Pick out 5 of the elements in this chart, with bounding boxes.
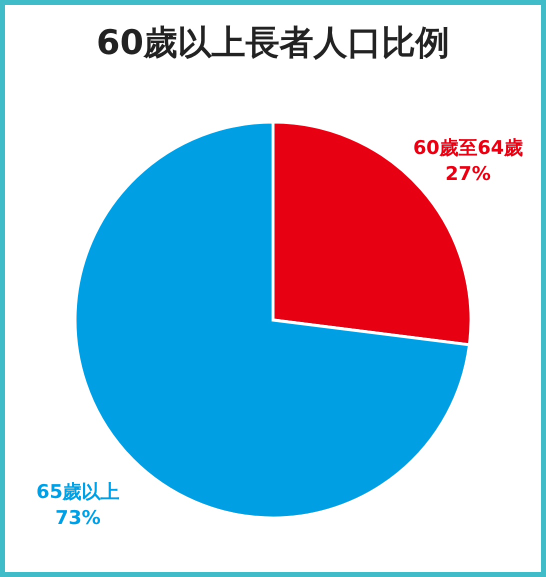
slice-label: 60歲至64歲 bbox=[413, 137, 523, 160]
slice-label: 65歲以上 bbox=[36, 480, 120, 503]
data-label: 73% bbox=[55, 506, 101, 529]
chart-title: 60歲以上長者人口比例 bbox=[96, 23, 450, 63]
data-label: 27% bbox=[445, 163, 491, 186]
